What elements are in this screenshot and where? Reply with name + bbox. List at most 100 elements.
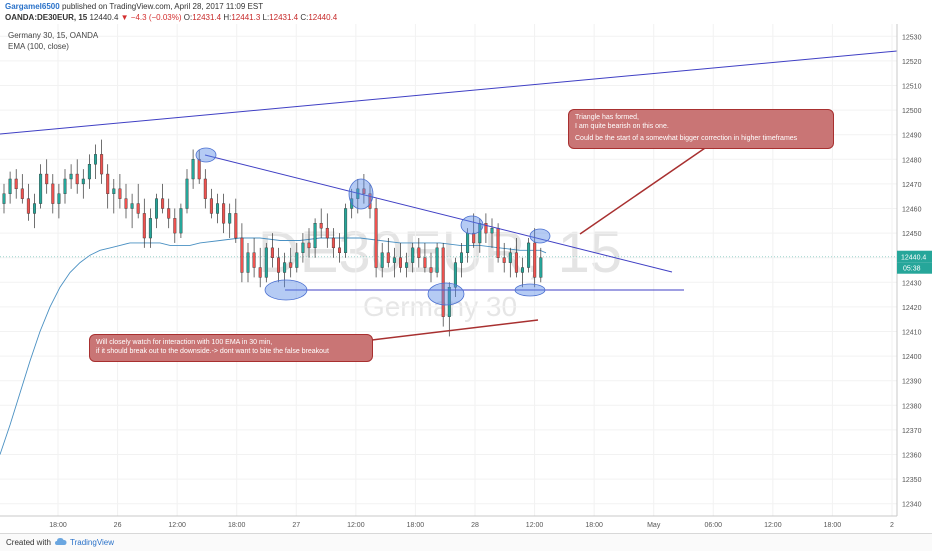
candle-body bbox=[502, 257, 506, 263]
candle bbox=[87, 154, 91, 189]
candle bbox=[167, 198, 171, 229]
x-tick-label: 27 bbox=[292, 522, 300, 529]
watermark-symbol: DE30EUR, 15 bbox=[258, 220, 622, 285]
candle-body bbox=[228, 213, 232, 224]
price-tag-box bbox=[897, 250, 932, 263]
header-bar: Gargamel6500 published on TradingView.co… bbox=[0, 0, 932, 24]
candle bbox=[81, 169, 85, 199]
tradingview-link[interactable]: TradingView bbox=[70, 538, 115, 547]
tradingview-cloud-icon bbox=[55, 538, 67, 545]
note2-line1: Will closely watch for interaction with … bbox=[96, 339, 273, 346]
candle-body bbox=[106, 173, 110, 194]
price-tag-value: 12440.4 bbox=[901, 255, 926, 262]
candle bbox=[45, 159, 49, 194]
y-tick-label: 12510 bbox=[902, 84, 922, 91]
candle-body bbox=[222, 203, 226, 224]
chart-legend: Germany 30, 15, OANDA EMA (100, close) bbox=[8, 30, 98, 52]
candle-body bbox=[20, 188, 24, 199]
candle bbox=[374, 198, 378, 278]
candle bbox=[435, 242, 439, 278]
candle-body bbox=[185, 178, 189, 209]
candle bbox=[319, 208, 323, 239]
chart-area[interactable]: DE30EUR, 15 Germany 30 12340123501236012… bbox=[0, 24, 932, 539]
candle bbox=[441, 242, 445, 327]
y-tick-label: 12390 bbox=[902, 379, 922, 386]
candle-body bbox=[466, 232, 470, 253]
candle-body bbox=[374, 208, 378, 268]
candle bbox=[197, 149, 201, 184]
y-tick-label: 12360 bbox=[902, 453, 922, 460]
candle bbox=[173, 208, 177, 243]
low-label: L: bbox=[262, 13, 270, 22]
candle bbox=[380, 242, 384, 278]
price-chart[interactable]: DE30EUR, 15 Germany 30 12340123501236012… bbox=[0, 24, 932, 533]
candle-body bbox=[447, 287, 451, 317]
candle-body bbox=[130, 203, 134, 209]
bearish-note[interactable]: Triangle has formed, I am quite bearish … bbox=[568, 109, 834, 149]
candle-body bbox=[399, 257, 403, 268]
open-label: O: bbox=[183, 13, 193, 22]
y-tick-label: 12350 bbox=[902, 477, 922, 484]
candle bbox=[63, 169, 67, 204]
candle-body bbox=[331, 237, 335, 249]
candle bbox=[277, 247, 281, 283]
candle-body bbox=[380, 252, 384, 268]
candle-body bbox=[93, 154, 97, 165]
candle-body bbox=[521, 267, 525, 273]
candle-body bbox=[252, 252, 256, 268]
candle bbox=[179, 203, 183, 239]
candle bbox=[472, 213, 476, 248]
candle bbox=[75, 159, 79, 194]
candle-body bbox=[270, 247, 274, 258]
candle bbox=[392, 247, 396, 278]
x-tick-label: 18:00 bbox=[407, 522, 425, 529]
high-value: 12441.3 bbox=[231, 13, 261, 22]
low-value: 12431.4 bbox=[269, 13, 299, 22]
candle bbox=[362, 174, 366, 204]
candle-body bbox=[441, 247, 445, 317]
highlight-ellipse bbox=[529, 228, 551, 244]
candle bbox=[307, 228, 311, 258]
candle-body bbox=[319, 223, 323, 229]
candle-body bbox=[215, 203, 219, 214]
candle-body bbox=[478, 223, 482, 244]
candle-body bbox=[179, 208, 183, 234]
candle-body bbox=[51, 183, 55, 204]
candle bbox=[112, 178, 116, 214]
candle-body bbox=[197, 159, 201, 180]
down-arrow-icon: ▼ bbox=[120, 13, 129, 22]
legend-indicator[interactable]: EMA (100, close) bbox=[8, 42, 69, 51]
candle-body bbox=[295, 252, 299, 268]
author-link[interactable]: Gargamel6500 bbox=[5, 2, 60, 11]
drawings-layer bbox=[0, 50, 898, 341]
candle bbox=[246, 242, 250, 283]
candle-body bbox=[508, 252, 512, 263]
candle-body bbox=[533, 242, 537, 278]
candle bbox=[234, 198, 238, 243]
ema-line bbox=[0, 237, 547, 455]
candle-body bbox=[313, 223, 317, 249]
candle bbox=[8, 171, 12, 204]
candle-body bbox=[289, 262, 293, 268]
candle bbox=[51, 174, 55, 214]
candle-body bbox=[45, 173, 49, 185]
candle-body bbox=[33, 203, 37, 214]
symbol-label: OANDA:DE30EUR, 15 bbox=[5, 13, 88, 22]
candle-body bbox=[112, 188, 116, 194]
ema-note[interactable]: Will closely watch for interaction with … bbox=[89, 334, 373, 362]
descending-trendline bbox=[204, 154, 673, 273]
candle-body bbox=[136, 203, 140, 214]
x-tick-label: 12:00 bbox=[168, 522, 186, 529]
candle-body bbox=[258, 267, 262, 278]
y-tick-label: 12420 bbox=[902, 305, 922, 312]
x-tick-label: 18:00 bbox=[585, 522, 603, 529]
candle-body bbox=[173, 218, 177, 234]
candle-body bbox=[87, 164, 91, 180]
candle-body bbox=[191, 159, 195, 180]
x-tick-label: 18:00 bbox=[49, 522, 67, 529]
candle-body bbox=[386, 252, 390, 263]
countdown-value: 05:38 bbox=[903, 266, 921, 273]
candle-body bbox=[2, 193, 6, 204]
candle-body bbox=[514, 252, 518, 273]
candle-body bbox=[14, 178, 18, 190]
